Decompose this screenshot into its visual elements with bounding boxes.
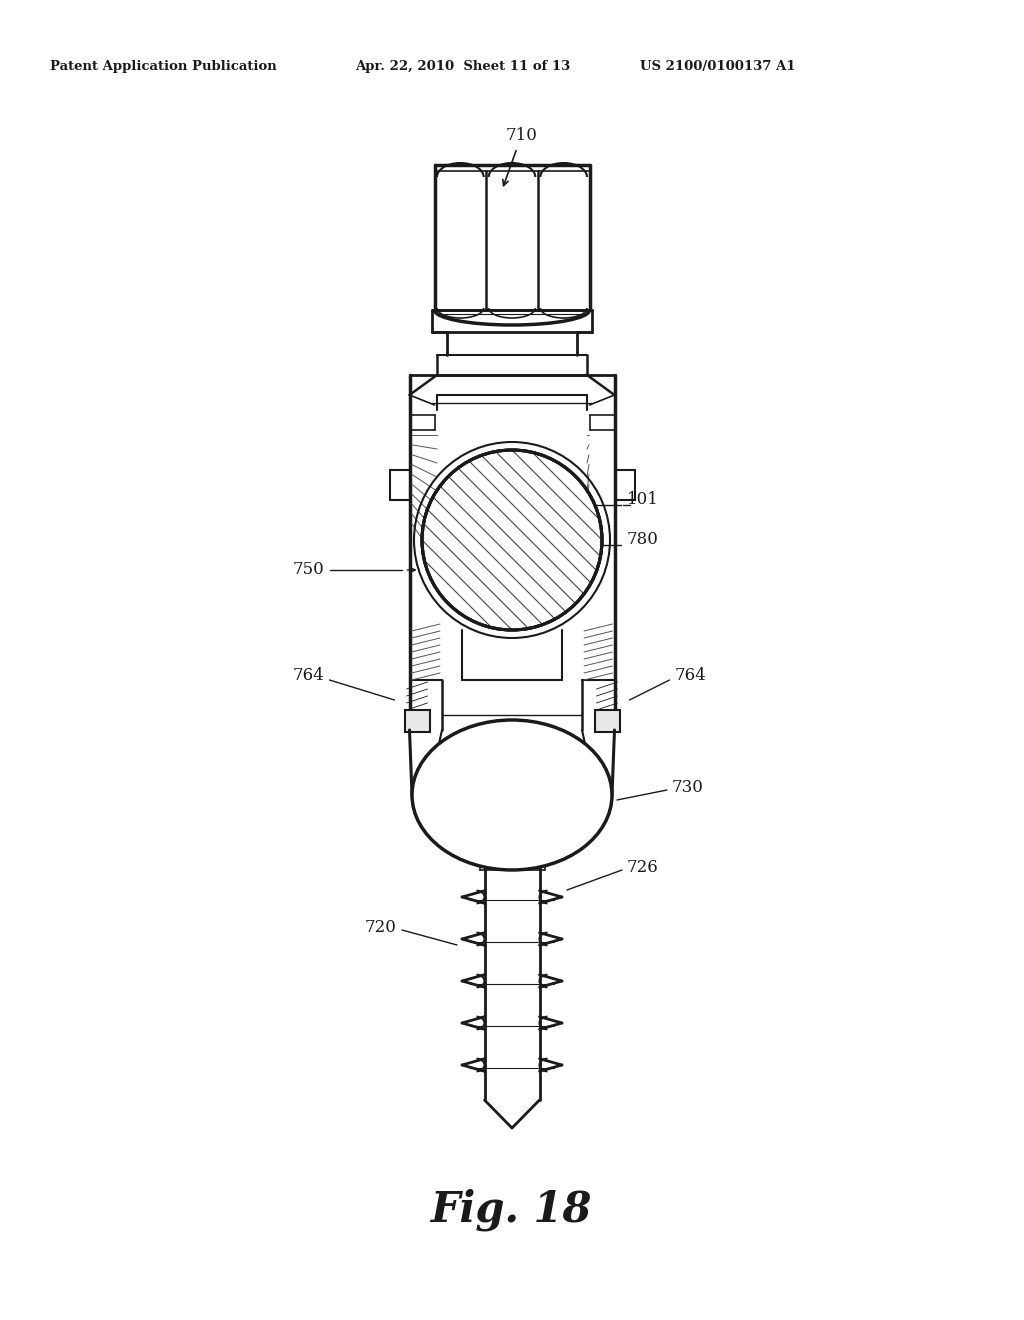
Text: 780: 780 — [627, 532, 658, 549]
Circle shape — [422, 450, 602, 630]
Text: 750: 750 — [293, 561, 325, 578]
Text: 764: 764 — [293, 667, 325, 684]
Text: Patent Application Publication: Patent Application Publication — [50, 59, 276, 73]
Polygon shape — [595, 710, 620, 733]
Text: Fig. 18: Fig. 18 — [431, 1189, 593, 1232]
Ellipse shape — [412, 719, 612, 870]
Text: 101: 101 — [627, 491, 658, 508]
Text: Apr. 22, 2010  Sheet 11 of 13: Apr. 22, 2010 Sheet 11 of 13 — [355, 59, 570, 73]
Text: 764: 764 — [675, 667, 707, 684]
Text: 710: 710 — [506, 127, 538, 144]
Text: 730: 730 — [672, 779, 703, 796]
Text: US 2100/0100137 A1: US 2100/0100137 A1 — [640, 59, 796, 73]
Text: 720: 720 — [366, 919, 397, 936]
Polygon shape — [404, 710, 429, 733]
Text: 726: 726 — [627, 858, 658, 875]
